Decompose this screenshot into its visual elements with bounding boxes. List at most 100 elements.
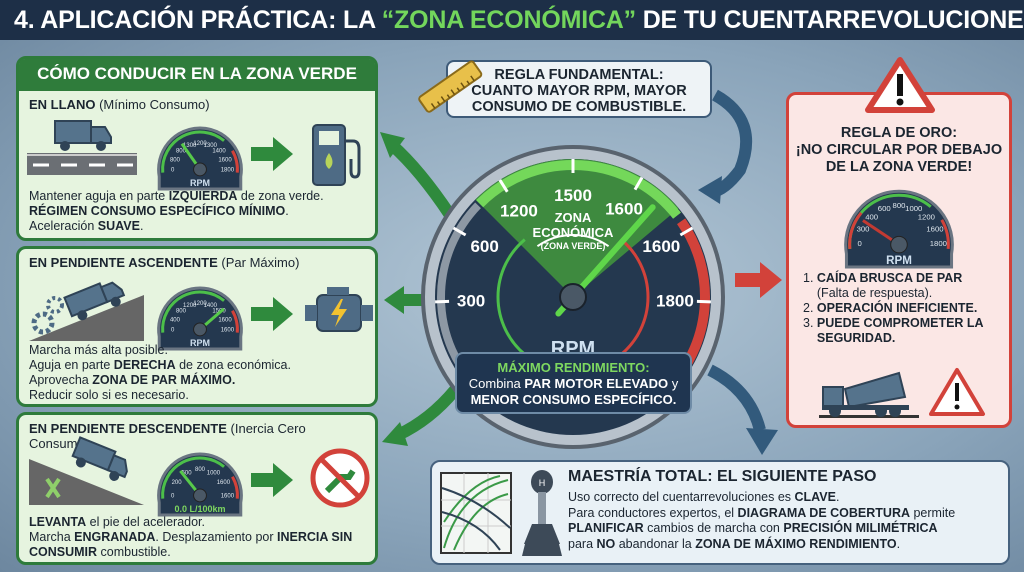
mastery-text: Uso correcto del cuentarrevoluciones es … [568,490,955,552]
list-item: 1. CAÍDA BRUSCA DE PAR [803,271,984,286]
desc-line: Aguja en parte DERECHA de zona económica… [29,358,291,373]
section-title-bold: EN LLANO [29,97,96,112]
text: combustible. [97,545,171,559]
bold-text: CLAVE [794,490,836,504]
title-text: DE TU CUENTARREVOLUCIONES [635,6,1024,34]
text: Uso correcto del cuentarrevoluciones es [568,490,795,504]
arrow-right-icon [251,137,293,171]
bold-text: PAR MOTOR ELEVADO [524,376,669,391]
arrow-head [384,286,404,314]
bold-text: LEVANTA [29,515,87,529]
max-box-line: MENOR CONSUMO ESPECÍFICO. [457,392,690,408]
gauge-tick-label: 1000 [207,471,221,477]
truck-uphill-gears-icon [29,281,144,341]
golden-rule-heading: REGLA DE ORO: ¡NO CIRCULAR POR DEBAJO DE… [789,125,1009,176]
text: 3. [803,316,817,330]
bold-text: DIAGRAMA DE COBERTURA [737,505,910,520]
section-subtitle: (Inercia Cero Consumo) [29,421,306,451]
gauge-tick-label: 1200 [500,201,538,220]
inner-red-arc [620,238,650,356]
truck-downhill-icon [29,436,144,505]
gauge-tick-label: 0 [171,167,175,173]
text: Aceleración [29,219,98,233]
text: Reducir solo si es necesario. [29,388,189,402]
gauge-unit-label: RPM [190,338,210,348]
gauge-tick [679,226,694,237]
text: 1. [803,271,817,285]
arrow-head [760,262,782,298]
section-subtitle: (Par Máximo) [217,255,300,270]
mastery-line: PLANIFICAR cambios de marcha con PRECISI… [568,521,955,537]
list-item: (Falta de respuesta). [803,286,984,301]
desc-line: Marcha más alta posible. [29,343,291,358]
gauge-tick-label: 1200 [193,141,207,147]
bold-text: MENOR CONSUMO ESPECÍFICO. [470,392,677,407]
max-box-line: Combina PAR MOTOR ELEVADO y [457,376,690,392]
gauge-tick-label: 500 [182,471,193,477]
gauge-unit-label: RPM [190,178,210,188]
bold-text: SEGURIDAD. [816,331,896,345]
desc-line: Marcha ENGRANADA. Desplazamiento por INE… [29,530,352,545]
gauge-tick-label: 400 [170,317,181,323]
gauge-unit-label: RPM [886,254,912,267]
gauge-tick-label: 1000 [905,204,922,213]
gauge-tick-label: 1200 [918,212,935,221]
list-item: 3. PUEDE COMPROMETER LA [803,316,984,331]
gauge-green-band [161,290,226,333]
no-fuel-icon [310,448,370,508]
gauge-tick-label: 0 [858,239,862,248]
gauge-tick-label: 800 [893,201,906,210]
engine-icon [305,287,373,332]
fuel-pump-icon [312,124,361,186]
text: Combina [468,376,525,391]
zone-label: ECONÓMICA [533,225,615,240]
arrow-head [746,428,778,455]
desc-line: Aceleración SUAVE. [29,219,324,234]
gauge-green-band [161,456,226,499]
arrow-head [382,422,408,446]
gauge-tick-label: 1600 [218,157,232,163]
rule-line: CONSUMO DE COMBUSTIBLE. [471,99,687,115]
gauge-tick-label: 1800 [221,167,235,173]
gauge-unit-label: 0.0 L/100km [174,504,225,514]
text: para [568,536,597,551]
gauge-tick-label: 600 [878,204,891,213]
gauge-tick [452,226,467,237]
bold-text: PUEDE COMPROMETER LA [816,316,984,330]
gauge-tick-label: 1800 [656,292,694,311]
warning-icon [929,368,985,416]
golden-rule-line: ¡NO CIRCULAR POR DEBAJO [795,142,1003,158]
zone-arrow [536,234,610,248]
section-description: Mantener aguja en parte IZQUIERDA de zon… [29,189,324,234]
bold-text: PLANIFICAR [568,521,644,535]
bold-text: INERCIA SIN [277,530,353,544]
arrow-right-icon [251,297,293,331]
rpm-gauge-small: 0400800120012001400150016001600RPM [157,286,243,351]
gauge-tick-label: 1300 [204,143,218,149]
truck-flat-road-icon [27,120,137,175]
gauge-tick-label: 1600 [605,200,643,219]
gauge-red-band [940,219,950,250]
panel-header: CÓMO CONDUCIR EN LA ZONA VERDE [19,59,375,91]
bold-text: DERECHA [113,358,176,372]
bold-text: ZONA DE MÁXIMO RENDIMIENTO [695,536,897,551]
bold-text: CONSUMIR [29,545,98,559]
section-description: LEVANTA el pie del acelerador. Marcha EN… [29,515,352,560]
text: el pie del acelerador. [86,515,206,529]
gauge-dial [844,189,954,269]
zone-label: (ZONA VERDE) [541,241,606,251]
fundamental-rule-box: REGLA FUNDAMENTAL: CUANTO MAYOR RPM, MAY… [446,60,712,118]
gauge-tick-label: 600 [470,237,498,256]
gauge-hub [559,283,587,311]
list-item: SEGURIDAD. [803,331,984,346]
mastery-line: Para conductores expertos, el DIAGRAMA D… [568,506,955,522]
section-title-bold: EN PENDIENTE DESCENDENTE [29,421,227,436]
consequences-list: 1. CAÍDA BRUSCA DE PAR (Falta de respues… [803,271,984,346]
bold-text: ZONA DE PAR MÁXIMO. [92,373,236,387]
gauge-tick-label: 1600 [642,237,680,256]
gauge-tick-label: 0 [171,327,175,333]
gauge-tick-label: 1600 [217,480,231,486]
list-item: 2. OPERACIÓN INEFICIENTE. [803,301,984,316]
